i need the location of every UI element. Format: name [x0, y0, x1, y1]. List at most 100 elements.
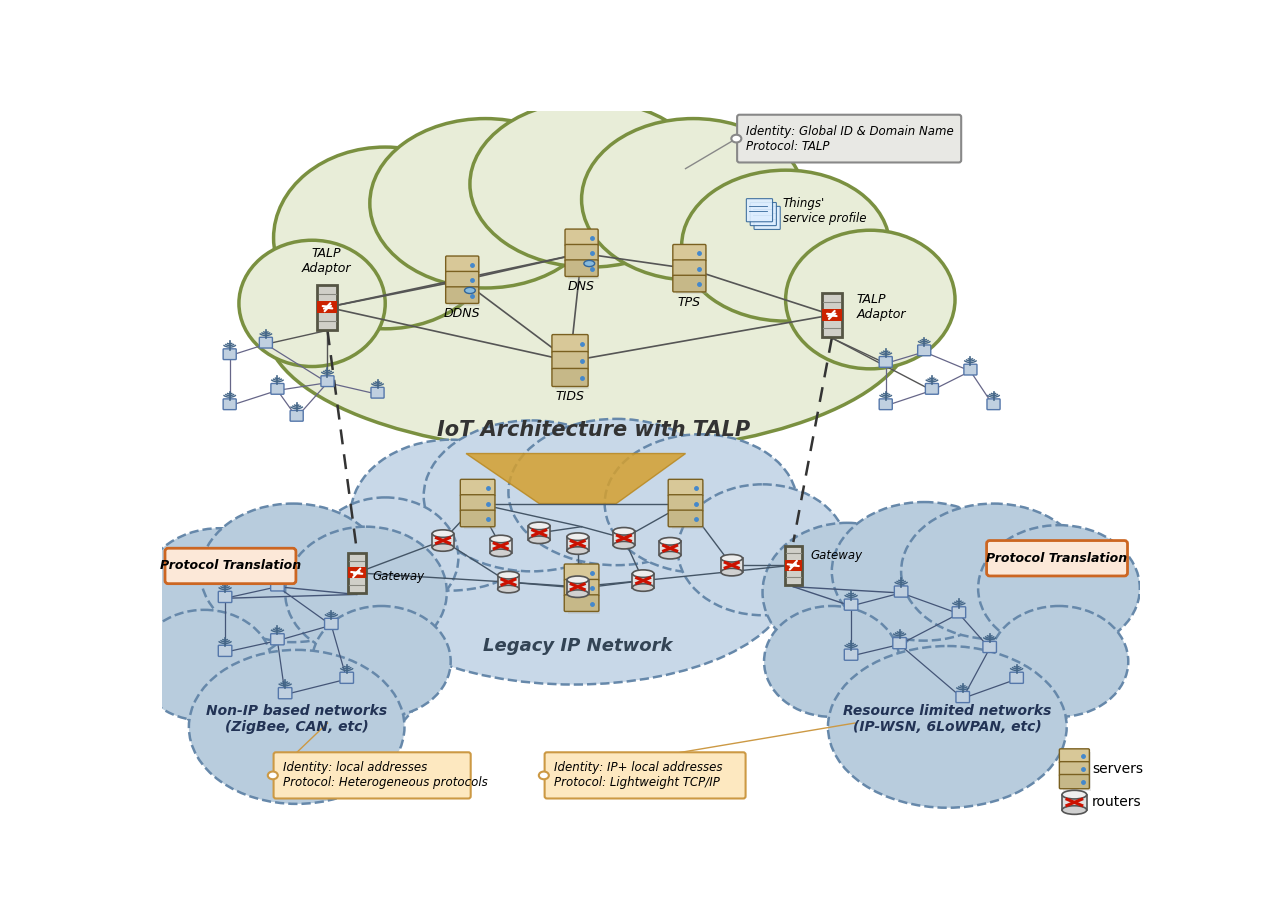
FancyBboxPatch shape	[1010, 673, 1024, 684]
FancyBboxPatch shape	[673, 275, 706, 292]
FancyBboxPatch shape	[564, 579, 599, 596]
FancyBboxPatch shape	[460, 480, 495, 496]
Bar	[566, 537, 588, 551]
FancyBboxPatch shape	[952, 607, 965, 618]
FancyBboxPatch shape	[271, 580, 284, 591]
Text: TALP
Adaptor: TALP Adaptor	[301, 247, 351, 275]
Polygon shape	[466, 454, 686, 504]
FancyBboxPatch shape	[224, 348, 236, 359]
FancyBboxPatch shape	[218, 591, 232, 602]
FancyBboxPatch shape	[565, 245, 598, 261]
Ellipse shape	[1062, 790, 1087, 799]
Ellipse shape	[762, 523, 932, 662]
Bar	[319, 286, 339, 331]
FancyBboxPatch shape	[340, 673, 353, 684]
Bar	[555, 338, 589, 389]
Ellipse shape	[370, 118, 601, 288]
Ellipse shape	[239, 240, 385, 367]
FancyBboxPatch shape	[552, 351, 588, 370]
Bar	[566, 580, 588, 594]
Ellipse shape	[358, 484, 790, 685]
Ellipse shape	[312, 497, 458, 617]
FancyBboxPatch shape	[271, 634, 284, 645]
Ellipse shape	[265, 200, 913, 454]
FancyBboxPatch shape	[668, 510, 702, 527]
Text: Identity: local addresses
Protocol: Heterogeneous protocols: Identity: local addresses Protocol: Hete…	[283, 761, 488, 789]
Ellipse shape	[632, 570, 654, 578]
FancyBboxPatch shape	[964, 364, 977, 375]
FancyBboxPatch shape	[552, 334, 588, 353]
Text: TIDS: TIDS	[555, 390, 584, 404]
Ellipse shape	[765, 606, 899, 717]
FancyBboxPatch shape	[1059, 774, 1090, 789]
Ellipse shape	[605, 434, 798, 573]
FancyBboxPatch shape	[218, 645, 232, 656]
Ellipse shape	[498, 585, 519, 593]
Bar	[464, 482, 497, 529]
Ellipse shape	[201, 504, 385, 642]
Ellipse shape	[682, 170, 889, 322]
Bar	[490, 539, 512, 553]
Bar	[349, 554, 367, 594]
Bar	[528, 526, 550, 540]
Ellipse shape	[786, 230, 955, 369]
FancyBboxPatch shape	[879, 357, 893, 367]
Ellipse shape	[465, 287, 475, 294]
Bar	[568, 567, 599, 614]
Ellipse shape	[351, 440, 551, 590]
Ellipse shape	[632, 584, 654, 591]
Bar	[632, 574, 654, 588]
Ellipse shape	[498, 571, 519, 579]
Bar	[318, 285, 338, 330]
Text: routers: routers	[1092, 796, 1142, 809]
Bar	[1062, 795, 1087, 810]
Text: Protocol Translation: Protocol Translation	[986, 552, 1128, 565]
Ellipse shape	[721, 554, 743, 562]
Ellipse shape	[584, 261, 594, 267]
FancyBboxPatch shape	[271, 383, 284, 395]
FancyBboxPatch shape	[751, 202, 776, 225]
FancyBboxPatch shape	[446, 272, 479, 288]
FancyBboxPatch shape	[460, 494, 495, 511]
Ellipse shape	[613, 541, 635, 549]
FancyBboxPatch shape	[845, 649, 857, 661]
Text: Things'
service profile: Things' service profile	[782, 197, 866, 225]
FancyBboxPatch shape	[894, 586, 908, 597]
FancyBboxPatch shape	[545, 752, 745, 798]
Bar	[348, 567, 366, 578]
FancyBboxPatch shape	[325, 618, 338, 629]
Ellipse shape	[566, 576, 588, 584]
Ellipse shape	[1062, 806, 1087, 814]
FancyBboxPatch shape	[564, 564, 599, 580]
FancyBboxPatch shape	[673, 245, 706, 261]
FancyBboxPatch shape	[259, 337, 273, 348]
Bar	[498, 575, 519, 590]
Text: TPS: TPS	[678, 296, 701, 309]
FancyBboxPatch shape	[565, 260, 598, 276]
Bar	[569, 233, 599, 279]
Bar	[823, 294, 843, 339]
FancyBboxPatch shape	[1059, 761, 1090, 776]
Bar	[721, 558, 743, 572]
FancyBboxPatch shape	[224, 399, 236, 409]
Bar	[785, 545, 803, 585]
Ellipse shape	[828, 646, 1067, 808]
FancyBboxPatch shape	[552, 369, 588, 386]
Bar	[677, 248, 707, 294]
Bar	[822, 309, 842, 322]
Bar	[348, 553, 366, 592]
FancyBboxPatch shape	[446, 286, 479, 303]
Bar	[785, 560, 803, 571]
FancyBboxPatch shape	[956, 691, 969, 702]
Text: TALP
Adaptor: TALP Adaptor	[856, 293, 906, 322]
Ellipse shape	[801, 553, 1093, 761]
Ellipse shape	[659, 538, 681, 545]
Ellipse shape	[424, 420, 639, 571]
Ellipse shape	[286, 527, 447, 658]
Text: DNS: DNS	[568, 280, 596, 293]
FancyBboxPatch shape	[747, 199, 772, 222]
FancyBboxPatch shape	[278, 687, 292, 699]
FancyBboxPatch shape	[446, 256, 479, 273]
Ellipse shape	[163, 553, 432, 761]
Ellipse shape	[613, 528, 635, 535]
